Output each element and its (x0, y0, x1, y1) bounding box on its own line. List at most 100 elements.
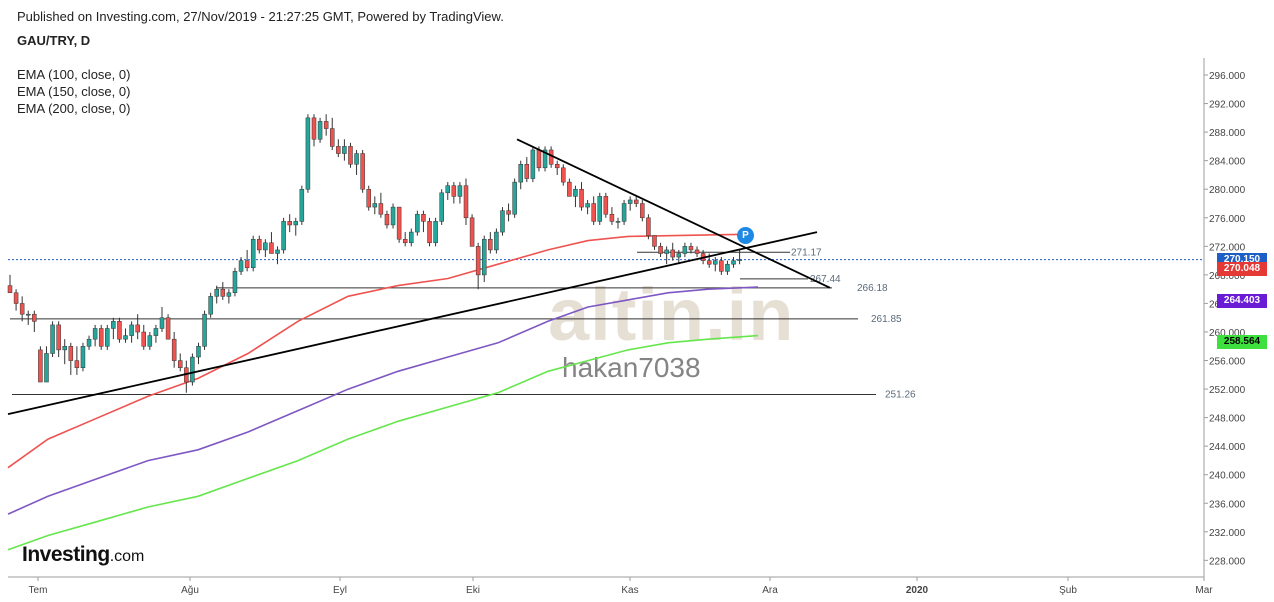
candle-body (214, 288, 219, 297)
candle-body (585, 203, 590, 208)
legend-ema150[interactable]: EMA (150, close, 0) (17, 84, 131, 99)
candle-body (305, 117, 311, 190)
y-tick-label: 252.000 (1209, 385, 1246, 396)
candle-body (25, 313, 31, 316)
candle-body (38, 349, 43, 383)
candle-body (652, 235, 657, 247)
x-tick-label: Ağu (181, 585, 199, 596)
candle-body (512, 181, 517, 215)
x-tick-label: Tem (29, 585, 48, 596)
candle-body (457, 185, 463, 197)
candle-body (238, 260, 244, 272)
price-tag: 270.048 (1217, 262, 1267, 277)
y-tick-label: 260.000 (1209, 328, 1246, 339)
candle-body (621, 203, 627, 222)
candle-body (445, 185, 451, 194)
level-label: 267.44 (810, 274, 841, 285)
candle-body (257, 238, 262, 251)
y-tick-label: 288.000 (1209, 128, 1246, 139)
trendline (516, 138, 831, 289)
candle-body (409, 231, 414, 244)
y-tick-label: 240.000 (1209, 471, 1246, 482)
candle-body (579, 188, 584, 208)
published-info: Published on Investing.com, 27/Nov/2019 … (17, 9, 504, 24)
publish-badge[interactable]: P (737, 227, 754, 244)
candle-body (713, 260, 718, 265)
candle-body (13, 292, 19, 304)
candle-body (451, 185, 457, 197)
candle-body (135, 324, 140, 333)
y-tick-label: 268.000 (1209, 271, 1246, 282)
candle-body (725, 263, 730, 272)
candle-body (226, 292, 232, 297)
level-label: 266.18 (857, 283, 888, 294)
candle-body (615, 221, 621, 223)
candle-body (469, 217, 475, 247)
candle-body (366, 188, 371, 208)
candle-body (348, 146, 353, 165)
candle-body (329, 128, 335, 147)
legend-ema200[interactable]: EMA (200, close, 0) (17, 101, 131, 116)
legend-ema100[interactable]: EMA (100, close, 0) (17, 67, 131, 82)
trendlines (7, 138, 831, 416)
candle-body (165, 317, 171, 340)
candle-body (74, 360, 80, 368)
candle-body (463, 185, 469, 219)
candle-body (427, 221, 432, 244)
candle-body (360, 153, 365, 190)
candle-body (640, 203, 645, 219)
ema150-line (7, 286, 759, 515)
candle-body (475, 246, 481, 276)
candle-body (567, 181, 572, 197)
candle-body (536, 149, 542, 169)
candle-body (208, 296, 213, 315)
candle-body (396, 206, 402, 240)
candle-body (603, 196, 609, 215)
candle-body (415, 213, 420, 233)
candle-body (542, 149, 548, 169)
candle-body (737, 259, 742, 261)
ema100-line (7, 233, 754, 469)
candle-body (609, 213, 615, 222)
candle-body (500, 210, 505, 233)
candle-body (50, 324, 55, 354)
candle-body (439, 192, 444, 222)
x-tick-label: Mar (1195, 585, 1213, 596)
level-label: 271.17 (791, 247, 822, 258)
candle-body (390, 206, 396, 226)
candle-body (86, 338, 92, 347)
candle-body (80, 346, 86, 368)
y-tick-label: 272.000 (1209, 242, 1246, 253)
candle-body (646, 217, 651, 236)
watermark-user: hakan7038 (562, 352, 701, 383)
candle-body (670, 249, 675, 258)
ema-lines (7, 233, 759, 551)
candles (7, 114, 742, 393)
candle-body (494, 231, 499, 251)
candle-body (323, 121, 329, 129)
trendline (7, 231, 818, 416)
candle-body (32, 313, 37, 322)
candle-body (719, 260, 724, 272)
candle-body (129, 324, 134, 336)
candle-body (171, 338, 177, 361)
level-label: 261.85 (871, 314, 902, 325)
candle-body (402, 238, 408, 244)
ema200-line (7, 334, 759, 551)
symbol-title: GAU/TRY, D (17, 33, 91, 48)
x-tick-label: 2020 (906, 585, 929, 596)
y-tick-label: 296.000 (1209, 71, 1246, 82)
candle-body (123, 335, 128, 340)
candle-body (354, 153, 359, 165)
candle-body (676, 253, 682, 258)
candle-body (275, 249, 280, 254)
candle-body (433, 221, 438, 244)
candle-body (573, 188, 578, 197)
candle-body (141, 331, 147, 347)
candle-body (98, 328, 104, 347)
candle-body (311, 117, 317, 140)
candle-body (336, 146, 341, 154)
candle-body (682, 246, 688, 254)
y-tick-label: 248.000 (1209, 414, 1246, 425)
